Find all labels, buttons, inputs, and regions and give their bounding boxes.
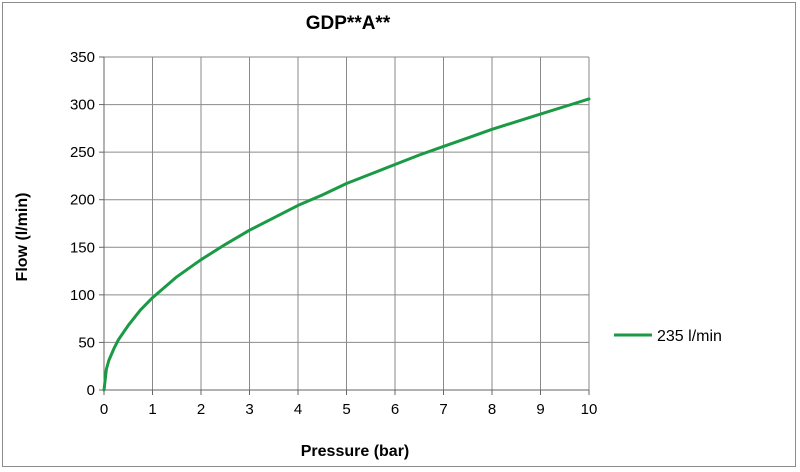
grid-lines bbox=[104, 56, 590, 390]
y-axis-title: Flow (l/min) bbox=[14, 193, 31, 282]
x-tick-label: 3 bbox=[245, 401, 253, 418]
y-tick-label: 0 bbox=[87, 382, 95, 399]
x-tick-label: 10 bbox=[581, 401, 598, 418]
y-tick-label: 100 bbox=[70, 287, 95, 304]
series-line-0 bbox=[102, 97, 591, 392]
y-tick-label: 300 bbox=[70, 97, 95, 114]
x-axis-title: Pressure (bar) bbox=[301, 443, 410, 460]
x-tick-label: 1 bbox=[148, 401, 156, 418]
chart-title: GDP**A** bbox=[306, 13, 391, 34]
axes bbox=[99, 56, 590, 395]
y-tick-label: 350 bbox=[70, 49, 95, 66]
x-tick-label: 5 bbox=[342, 401, 350, 418]
legend: 235 l/min bbox=[614, 328, 722, 345]
x-tick-label: 4 bbox=[294, 401, 302, 418]
x-tick-label: 9 bbox=[536, 401, 544, 418]
x-tick-label: 8 bbox=[488, 401, 496, 418]
y-tick-label: 250 bbox=[70, 144, 95, 161]
y-tick-label: 50 bbox=[78, 334, 95, 351]
y-tick-label: 200 bbox=[70, 192, 95, 209]
x-tick-label: 6 bbox=[391, 401, 399, 418]
x-tick-label: 7 bbox=[439, 401, 447, 418]
x-tick-label: 0 bbox=[100, 401, 108, 418]
legend-label: 235 l/min bbox=[657, 328, 722, 345]
x-tick-label: 2 bbox=[197, 401, 205, 418]
series-lines bbox=[102, 97, 591, 392]
y-tick-label: 150 bbox=[70, 239, 95, 256]
